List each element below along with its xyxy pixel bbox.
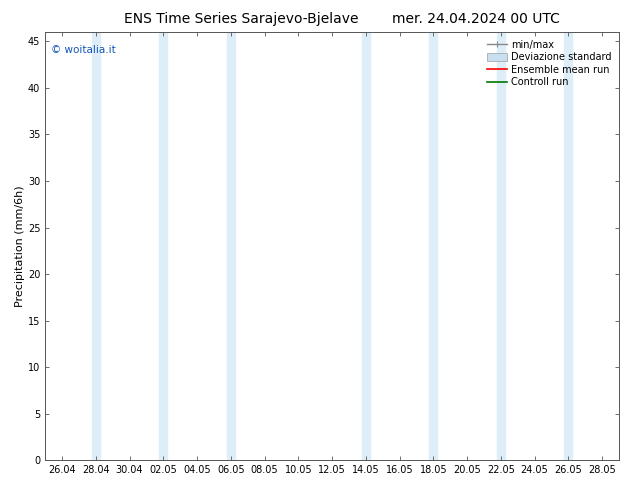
Bar xyxy=(227,32,235,460)
Bar xyxy=(92,32,100,460)
Y-axis label: Precipitation (mm/6h): Precipitation (mm/6h) xyxy=(15,185,25,307)
Text: mer. 24.04.2024 00 UTC: mer. 24.04.2024 00 UTC xyxy=(392,12,559,26)
Bar xyxy=(429,32,437,460)
Bar xyxy=(497,32,505,460)
Legend: min/max, Deviazione standard, Ensemble mean run, Controll run: min/max, Deviazione standard, Ensemble m… xyxy=(484,37,614,90)
Bar xyxy=(362,32,370,460)
Bar xyxy=(564,32,573,460)
Text: © woitalia.it: © woitalia.it xyxy=(51,45,115,55)
Bar xyxy=(159,32,167,460)
Text: ENS Time Series Sarajevo-Bjelave: ENS Time Series Sarajevo-Bjelave xyxy=(124,12,358,26)
